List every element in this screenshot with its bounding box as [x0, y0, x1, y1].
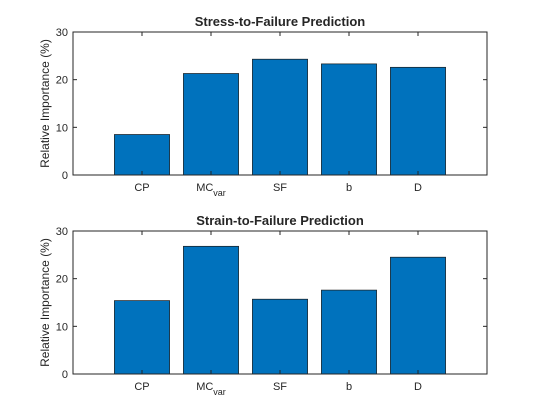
stress-xtick-label: SF — [273, 182, 287, 194]
strain-ytick-label: 0 — [62, 369, 68, 381]
strain-xtick-label: b — [346, 381, 352, 393]
strain-bar-sf — [252, 298, 308, 375]
stress-bar-cp — [114, 134, 170, 176]
stress-xtick-label: b — [346, 182, 352, 194]
strain-bar-cp — [114, 300, 170, 375]
strain-xtick-label: MCvar — [196, 381, 226, 397]
strain-bar-d — [390, 256, 446, 375]
strain-xtick-label: SF — [273, 381, 287, 393]
stress-ytick-label: 30 — [56, 27, 68, 39]
stress-xtick-label: D — [414, 182, 422, 194]
strain-chart-panel: 0 10 20 30 CP MCvar SF b D Strain-to-Failure Pred… — [38, 213, 488, 397]
stress-bar-mcvar — [183, 73, 239, 176]
strain-bar-mcvar — [183, 245, 239, 375]
stress-chart-panel: 0 10 20 30 CP MCvar SF b D Stress-to-Failure Pred… — [38, 14, 488, 198]
stress-ytick-label: 0 — [62, 170, 68, 182]
strain-chart-title: Strain-to-Failure Prediction — [196, 213, 364, 228]
strain-xtick-label: D — [414, 381, 422, 393]
strain-ytick-label: 10 — [56, 321, 68, 333]
stress-xtick-label: MCvar — [196, 182, 226, 198]
strain-ytick-label: 30 — [56, 226, 68, 238]
stress-chart-title: Stress-to-Failure Prediction — [195, 14, 366, 29]
strain-ylabel: Relative Importance (%) — [38, 238, 52, 367]
strain-xtick-label: CP — [134, 381, 149, 393]
stress-xtick-label: CP — [134, 182, 149, 194]
stress-ytick-label: 10 — [56, 122, 68, 134]
strain-ytick-label: 20 — [56, 274, 68, 286]
stress-bar-sf — [252, 58, 308, 176]
stress-bar-d — [390, 66, 446, 176]
stress-ytick-label: 20 — [56, 75, 68, 87]
stress-ylabel: Relative Importance (%) — [38, 39, 52, 168]
strain-bar-b — [321, 289, 377, 375]
stress-bar-b — [321, 63, 377, 176]
